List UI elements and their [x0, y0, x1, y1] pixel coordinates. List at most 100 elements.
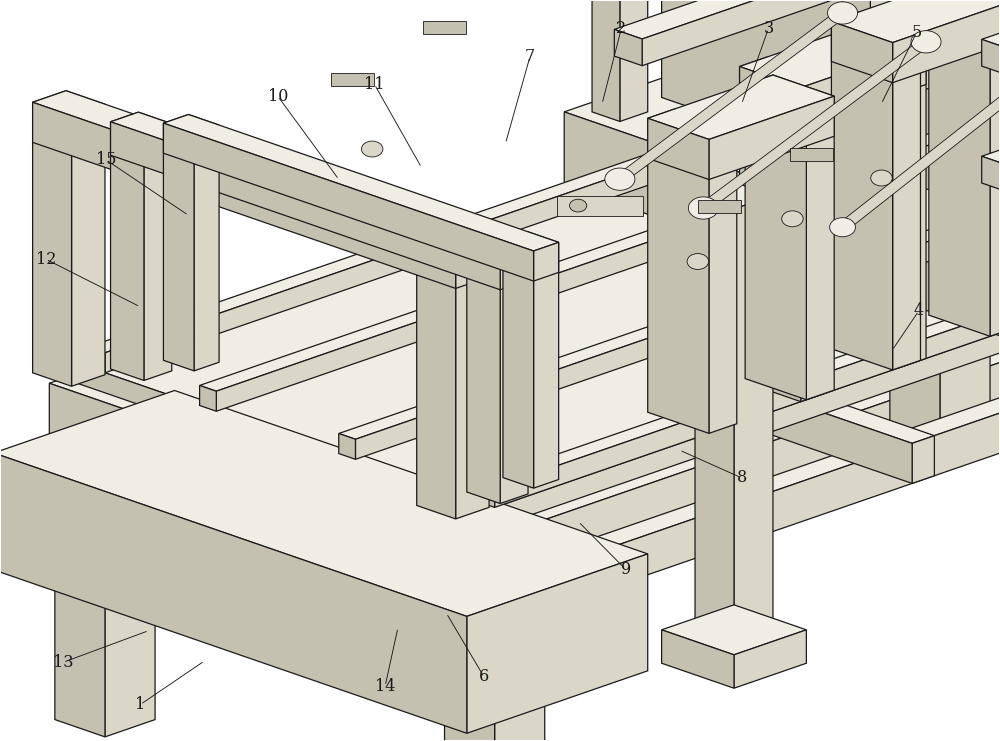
- Polygon shape: [564, 0, 1000, 15]
- Polygon shape: [331, 73, 374, 86]
- Polygon shape: [163, 115, 559, 251]
- Circle shape: [605, 168, 635, 190]
- Text: 11: 11: [364, 76, 385, 93]
- Polygon shape: [472, 580, 495, 628]
- Polygon shape: [929, 0, 1000, 9]
- Polygon shape: [534, 242, 559, 281]
- Text: 14: 14: [375, 678, 395, 695]
- Polygon shape: [912, 0, 940, 11]
- Polygon shape: [88, 347, 105, 373]
- Circle shape: [828, 1, 858, 24]
- Polygon shape: [495, 230, 1000, 597]
- Polygon shape: [790, 148, 833, 161]
- Text: 5: 5: [911, 24, 922, 41]
- Polygon shape: [648, 119, 709, 179]
- Circle shape: [570, 199, 587, 212]
- Polygon shape: [88, 49, 968, 353]
- Polygon shape: [445, 553, 545, 588]
- Text: 6: 6: [479, 668, 489, 685]
- Polygon shape: [564, 112, 1000, 339]
- Polygon shape: [801, 44, 926, 127]
- Circle shape: [688, 197, 718, 219]
- Polygon shape: [734, 196, 773, 660]
- Polygon shape: [709, 130, 737, 433]
- Polygon shape: [33, 90, 489, 248]
- Polygon shape: [55, 419, 155, 453]
- Polygon shape: [456, 237, 489, 288]
- Polygon shape: [500, 247, 528, 290]
- Polygon shape: [99, 158, 948, 491]
- Polygon shape: [982, 0, 1000, 256]
- Polygon shape: [695, 182, 773, 209]
- Polygon shape: [834, 63, 1000, 227]
- Polygon shape: [745, 84, 806, 399]
- Polygon shape: [456, 237, 489, 519]
- Polygon shape: [144, 124, 172, 380]
- Polygon shape: [111, 112, 528, 256]
- Polygon shape: [740, 23, 926, 87]
- Polygon shape: [55, 436, 105, 737]
- Polygon shape: [831, 12, 920, 42]
- Polygon shape: [893, 0, 1000, 83]
- Polygon shape: [990, 0, 1000, 336]
- Circle shape: [687, 253, 709, 270]
- Polygon shape: [495, 580, 517, 628]
- Polygon shape: [982, 39, 1000, 76]
- Polygon shape: [740, 67, 801, 402]
- Polygon shape: [423, 21, 466, 34]
- Polygon shape: [662, 0, 1000, 232]
- Polygon shape: [417, 223, 489, 248]
- Polygon shape: [534, 242, 559, 488]
- Text: 12: 12: [36, 250, 56, 268]
- Polygon shape: [49, 383, 495, 597]
- Polygon shape: [105, 436, 155, 737]
- Polygon shape: [467, 235, 528, 256]
- Polygon shape: [467, 245, 500, 504]
- Polygon shape: [929, 0, 990, 336]
- Text: 4: 4: [914, 302, 924, 319]
- Polygon shape: [63, 431, 517, 588]
- Polygon shape: [890, 130, 990, 165]
- Polygon shape: [831, 0, 1000, 42]
- Polygon shape: [481, 287, 934, 443]
- Polygon shape: [557, 196, 643, 216]
- Polygon shape: [111, 122, 500, 290]
- Polygon shape: [467, 554, 648, 734]
- Polygon shape: [837, 33, 898, 368]
- Text: 15: 15: [96, 151, 116, 168]
- Text: 3: 3: [763, 20, 774, 37]
- Polygon shape: [662, 630, 734, 688]
- Circle shape: [871, 170, 892, 186]
- Polygon shape: [734, 630, 806, 688]
- Polygon shape: [940, 0, 968, 11]
- Polygon shape: [642, 0, 893, 66]
- Text: 1: 1: [135, 696, 145, 713]
- Polygon shape: [33, 102, 456, 288]
- Polygon shape: [216, 93, 1000, 411]
- Polygon shape: [495, 294, 1000, 628]
- Polygon shape: [837, 23, 926, 54]
- Polygon shape: [111, 112, 172, 133]
- Polygon shape: [982, 156, 1000, 193]
- Polygon shape: [503, 232, 559, 251]
- Circle shape: [911, 30, 941, 53]
- Polygon shape: [339, 433, 355, 459]
- Polygon shape: [163, 115, 219, 133]
- Polygon shape: [445, 571, 495, 741]
- Polygon shape: [904, 141, 1000, 297]
- Polygon shape: [745, 75, 834, 106]
- Polygon shape: [478, 482, 495, 508]
- Polygon shape: [503, 240, 534, 488]
- Text: 9: 9: [621, 561, 631, 578]
- Polygon shape: [740, 67, 801, 127]
- Polygon shape: [49, 76, 1000, 537]
- Polygon shape: [831, 21, 893, 370]
- Polygon shape: [614, 0, 893, 39]
- Polygon shape: [662, 605, 806, 655]
- Polygon shape: [592, 0, 620, 122]
- Text: 7: 7: [525, 48, 535, 65]
- Polygon shape: [339, 136, 1000, 439]
- Text: 10: 10: [268, 87, 288, 104]
- Polygon shape: [695, 196, 734, 660]
- Polygon shape: [478, 184, 1000, 488]
